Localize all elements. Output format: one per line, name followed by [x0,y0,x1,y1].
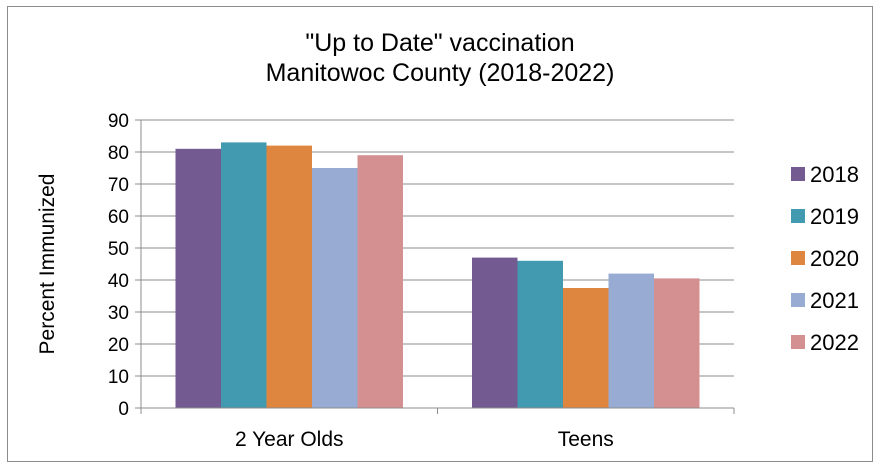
legend-swatch-2020 [791,251,805,265]
y-tick-label: 20 [108,335,129,356]
x-category-label: 2 Year Olds [235,428,344,451]
legend-swatch-2019 [791,209,805,223]
y-tick-label: 80 [108,143,129,164]
y-tick-label: 40 [108,271,129,292]
bars [175,142,700,409]
bar-2018-two-year-olds [175,148,221,409]
y-tick-label: 0 [118,399,129,420]
bar-2022-teens [654,278,700,408]
axes [135,119,735,414]
y-tick-label: 60 [108,207,129,228]
bar-2020-two-year-olds [266,145,312,408]
y-tick-label: 90 [108,111,129,132]
chart-title-line-2: Manitowoc County (2018-2022) [266,59,615,87]
bar-2019-two-year-olds [221,142,267,408]
bar-2019-teens [517,260,563,408]
bar-2018-teens [472,257,518,408]
y-tick-label: 50 [108,239,129,260]
bar-2020-teens [563,288,609,408]
y-tick-label: 10 [108,367,129,388]
legend-swatch-2022 [791,335,805,349]
legend-label-2018: 2018 [810,162,859,187]
chart-title-line-1: "Up to Date" vaccination [305,29,574,57]
legend-label-2019: 2019 [810,204,859,229]
x-category-label: Teens [558,428,614,451]
bar-2022-two-year-olds [357,155,403,408]
y-tick-label: 30 [108,303,129,324]
x-category-labels: 2 Year Olds Teens [235,428,614,451]
legend-label-2021: 2021 [810,288,859,313]
chart-frame [7,6,873,462]
y-tick-labels: 0 10 20 30 40 50 60 70 80 90 [108,111,129,420]
y-tick-label: 70 [108,175,129,196]
legend-swatch-2021 [791,293,805,307]
legend-swatch-2018 [791,167,805,181]
legend-label-2020: 2020 [810,246,859,271]
legend: 2018 2019 2020 2021 2022 [791,162,859,355]
legend-label-2022: 2022 [810,330,859,355]
bar-2021-two-year-olds [312,168,358,408]
y-axis-label: Percent Immunized [36,174,59,355]
bar-2021-teens [608,273,654,408]
